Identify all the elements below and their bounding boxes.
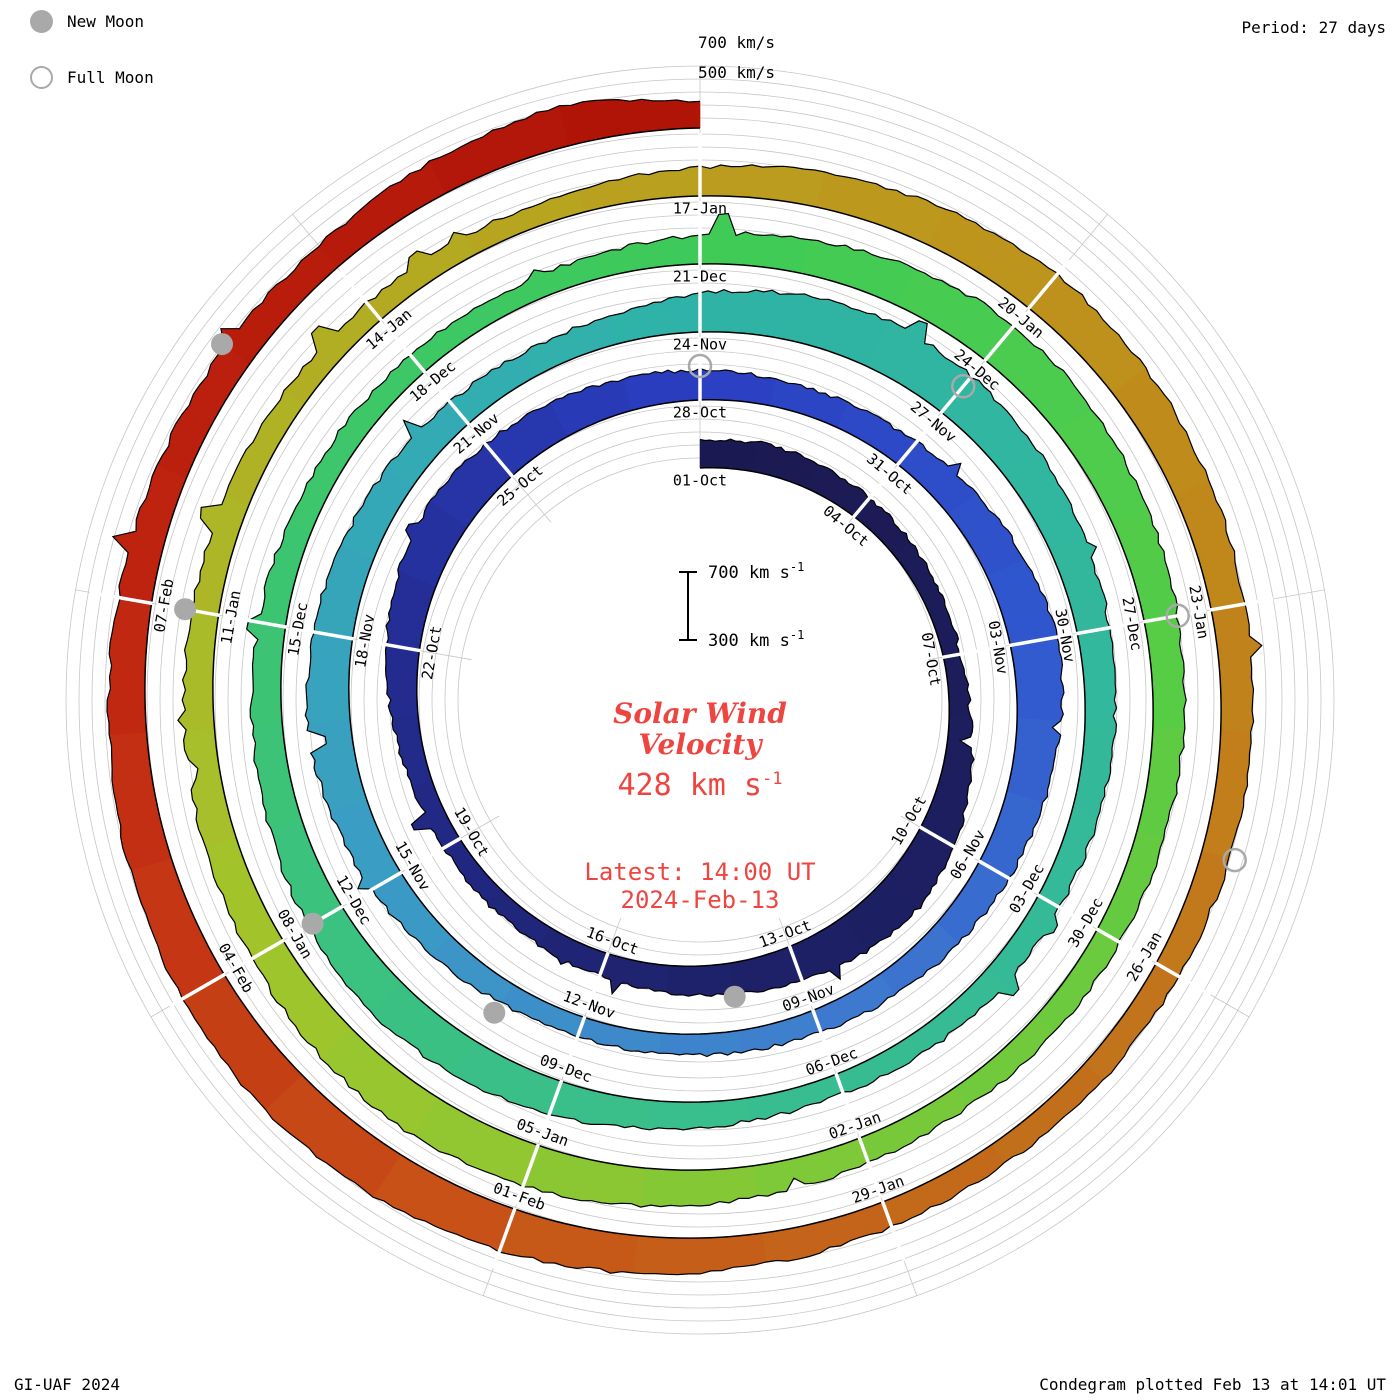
latest-time-line: Latest: 14:00 UT (584, 858, 816, 886)
latest-date-line: 2024-Feb-13 (620, 886, 780, 914)
outer-axis-label-700: 700 km/s (698, 33, 776, 52)
moon-markers (174, 333, 1247, 1024)
latest-velocity-exponent: -1 (762, 769, 783, 789)
scalebar-label: 300 km s-1 (708, 628, 804, 651)
full-moon-icon (30, 66, 53, 89)
date-label: 21-Dec (673, 268, 727, 286)
new-moon-marker (301, 912, 324, 935)
date-label: 17-Jan (673, 200, 727, 218)
full-moon-label: Full Moon (67, 68, 154, 87)
legend-item-full-moon: Full Moon (30, 66, 154, 89)
date-label: 01-Oct (673, 472, 727, 490)
chart-title: Solar Wind Velocity (0, 698, 1400, 760)
outer-axis-label-500: 500 km/s (698, 63, 776, 82)
latest-velocity-number: 428 km s (617, 768, 763, 803)
new-moon-icon (30, 10, 53, 33)
chart-title-line2: Velocity (638, 728, 762, 761)
velocity-band (106, 98, 1263, 1276)
full-moon-marker (1165, 603, 1190, 629)
period-label: Period: 27 days (1241, 18, 1387, 37)
latest-velocity-value: 428 km s-1 (0, 768, 1400, 803)
full-moon-marker (687, 353, 713, 379)
full-moon-marker (951, 374, 976, 399)
legend-item-new-moon: New Moon (30, 10, 144, 33)
new-moon-marker (483, 1001, 506, 1024)
new-moon-marker (723, 985, 746, 1008)
chart-title-line1: Solar Wind (613, 697, 787, 730)
date-label: 24-Nov (673, 336, 727, 354)
credit-label: GI-UAF 2024 (14, 1375, 120, 1394)
new-moon-marker (211, 333, 233, 356)
latest-timestamp: Latest: 14:00 UT 2024-Feb-13 (0, 858, 1400, 914)
velocity-scalebar: 700 km s-1 300 km s-1 (679, 560, 804, 651)
date-label: 28-Oct (673, 404, 727, 422)
plotted-label: Condegram plotted Feb 13 at 14:01 UT (1039, 1375, 1386, 1394)
scalebar-label: 700 km s-1 (708, 560, 804, 583)
data-gap-marks (89, 133, 1274, 1269)
new-moon-marker (174, 598, 197, 621)
new-moon-label: New Moon (67, 12, 145, 31)
full-moon-marker (1222, 847, 1247, 873)
